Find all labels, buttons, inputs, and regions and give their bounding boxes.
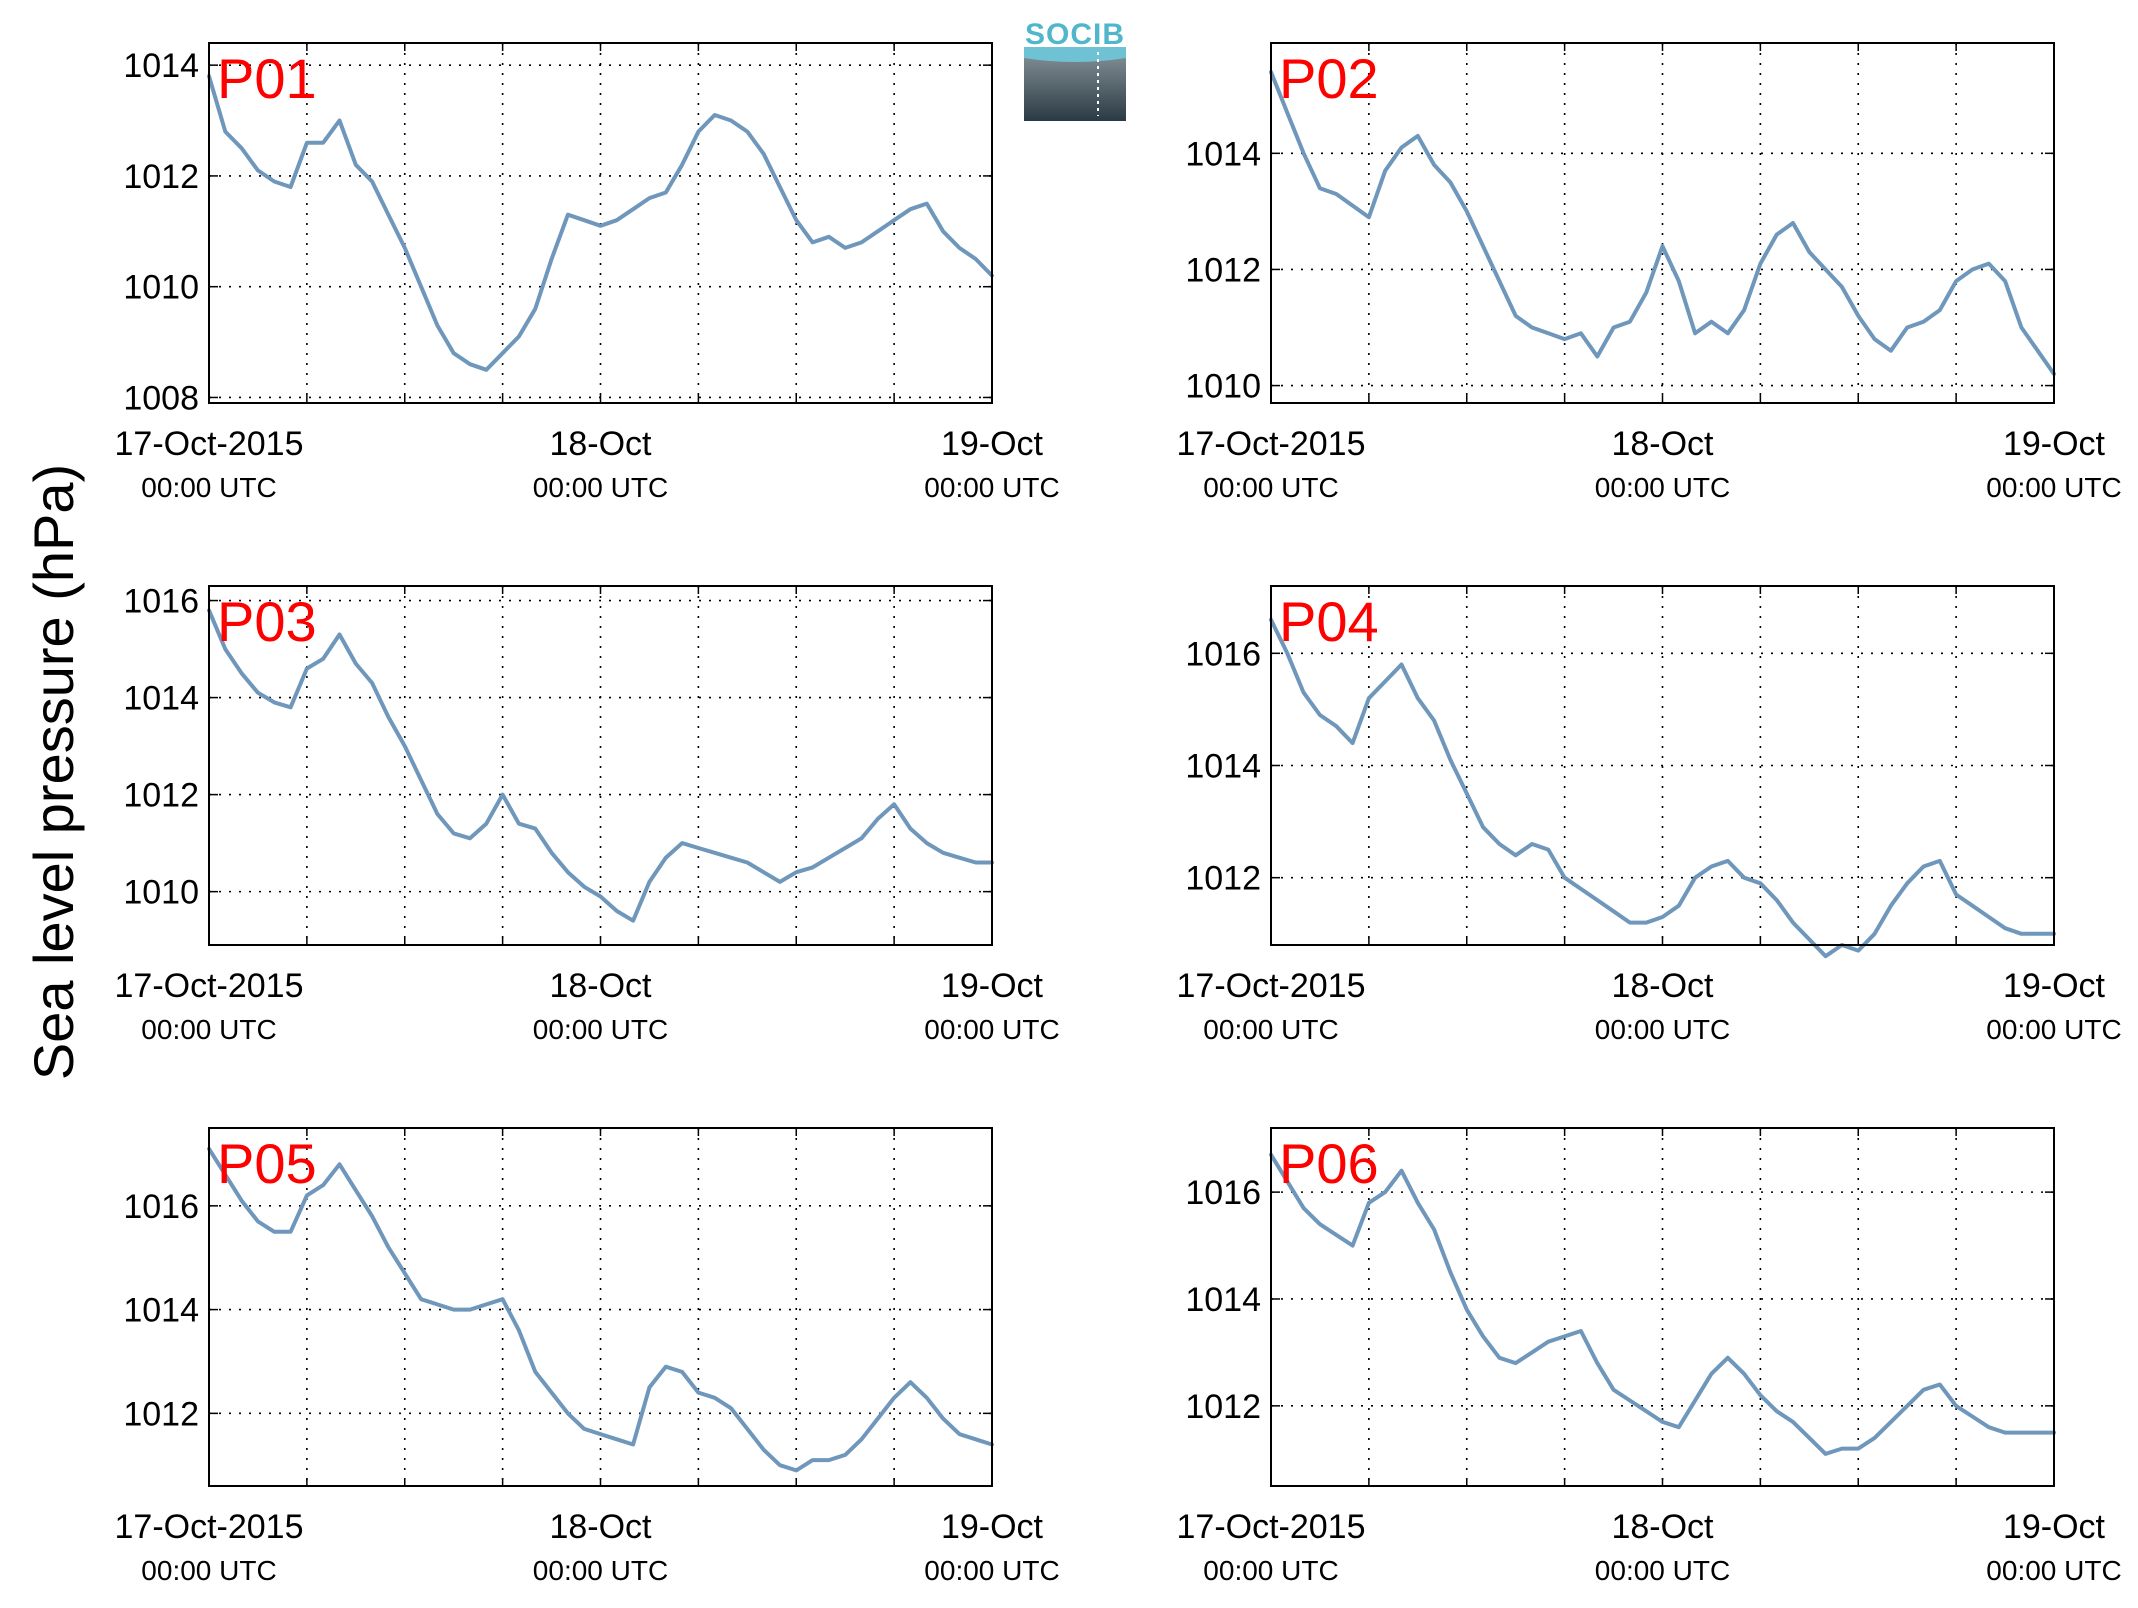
x-tick-sublabel: 00:00 UTC bbox=[1595, 1014, 1730, 1045]
panel-p06: 1012 1014 1016 P06 17-Oct-2015 00:00 UTC 18-Oc… bbox=[1177, 1127, 2122, 1586]
panel-label: P04 bbox=[1279, 590, 1379, 653]
x-tick-label: 18-Oct bbox=[549, 425, 652, 463]
series-line-p02 bbox=[1269, 70, 2056, 376]
y-tick-label: 1014 bbox=[1185, 135, 1261, 173]
x-tick-label: 19-Oct bbox=[2003, 1508, 2106, 1546]
panel-label: P05 bbox=[217, 1132, 317, 1195]
socib-logo: SOCIB bbox=[1024, 18, 1126, 121]
x-tick-label: 17-Oct-2015 bbox=[1177, 1508, 1366, 1546]
series-line-p05 bbox=[207, 1146, 994, 1473]
panel-label: P01 bbox=[217, 47, 317, 110]
x-tick-sublabel: 00:00 UTC bbox=[1595, 472, 1730, 503]
panel-p04: 1012 1014 1016 P04 17-Oct-2015 00:00 UTC 18-Oc… bbox=[1177, 585, 2122, 1045]
plot-frame bbox=[1270, 42, 2055, 404]
series-line-p01 bbox=[207, 74, 994, 372]
y-tick-label: 1012 bbox=[1185, 1388, 1261, 1426]
y-axis-label: Sea level pressure (hPa) bbox=[22, 464, 85, 1080]
y-tick-label: 1014 bbox=[1185, 748, 1261, 786]
logo-text: SOCIB bbox=[1025, 18, 1125, 51]
panel-p03: 1010 1012 1014 1016 P03 17-Oct-2015 00:00 UTC 1… bbox=[115, 583, 1060, 1045]
x-tick-label: 18-Oct bbox=[1611, 425, 1714, 463]
series-line-p03 bbox=[207, 608, 994, 923]
panel-p02: 1010 1012 1014 P02 17-Oct-2015 00:00 UTC 18-Oc… bbox=[1177, 42, 2122, 503]
x-tick-sublabel: 00:00 UTC bbox=[141, 1555, 276, 1586]
y-tick-label: 1016 bbox=[1185, 635, 1261, 673]
x-tick-label: 17-Oct-2015 bbox=[115, 967, 304, 1005]
x-tick-label: 17-Oct-2015 bbox=[115, 425, 304, 463]
x-tick-sublabel: 00:00 UTC bbox=[924, 472, 1059, 503]
series-line-p06 bbox=[1269, 1152, 2056, 1456]
y-tick-label: 1014 bbox=[123, 47, 199, 85]
y-tick-label: 1012 bbox=[123, 158, 199, 196]
x-tick-sublabel: 00:00 UTC bbox=[1986, 1555, 2121, 1586]
y-tick-label: 1016 bbox=[123, 583, 199, 621]
plot-frame bbox=[1270, 1127, 2055, 1487]
x-tick-label: 18-Oct bbox=[1611, 1508, 1714, 1546]
x-tick-sublabel: 00:00 UTC bbox=[1203, 472, 1338, 503]
x-tick-label: 18-Oct bbox=[549, 967, 652, 1005]
x-tick-sublabel: 00:00 UTC bbox=[924, 1555, 1059, 1586]
panel-label: P02 bbox=[1279, 47, 1379, 110]
x-tick-sublabel: 00:00 UTC bbox=[533, 1014, 668, 1045]
x-tick-sublabel: 00:00 UTC bbox=[1203, 1014, 1338, 1045]
y-tick-label: 1016 bbox=[123, 1188, 199, 1226]
series-line-p04 bbox=[1269, 617, 2056, 959]
panel-p01: 1008 1010 1012 1014 P01 17-Oct-2015 00:00 UTC 1… bbox=[115, 42, 1060, 503]
x-tick-sublabel: 00:00 UTC bbox=[1203, 1555, 1338, 1586]
y-tick-label: 1012 bbox=[123, 777, 199, 815]
x-tick-sublabel: 00:00 UTC bbox=[924, 1014, 1059, 1045]
x-tick-label: 17-Oct-2015 bbox=[1177, 425, 1366, 463]
x-tick-sublabel: 00:00 UTC bbox=[141, 472, 276, 503]
panel-p05: 1012 1014 1016 P05 17-Oct-2015 00:00 UTC 18-Oc… bbox=[115, 1127, 1060, 1586]
x-tick-sublabel: 00:00 UTC bbox=[1986, 472, 2121, 503]
y-tick-label: 1014 bbox=[123, 1292, 199, 1330]
y-tick-label: 1010 bbox=[123, 269, 199, 307]
panel-label: P03 bbox=[217, 590, 317, 653]
y-tick-label: 1012 bbox=[1185, 251, 1261, 289]
plot-frame bbox=[208, 1127, 993, 1487]
x-tick-label: 18-Oct bbox=[549, 1508, 652, 1546]
plot-frame bbox=[1270, 585, 2055, 946]
x-tick-label: 18-Oct bbox=[1611, 967, 1714, 1005]
plot-frame bbox=[208, 585, 993, 946]
x-tick-label: 17-Oct-2015 bbox=[1177, 967, 1366, 1005]
x-tick-label: 19-Oct bbox=[941, 1508, 1044, 1546]
x-tick-sublabel: 00:00 UTC bbox=[1595, 1555, 1730, 1586]
y-tick-label: 1012 bbox=[123, 1395, 199, 1433]
x-tick-sublabel: 00:00 UTC bbox=[533, 1555, 668, 1586]
x-tick-sublabel: 00:00 UTC bbox=[141, 1014, 276, 1045]
y-tick-label: 1010 bbox=[123, 874, 199, 912]
y-tick-label: 1016 bbox=[1185, 1174, 1261, 1212]
plot-frame bbox=[208, 42, 993, 404]
x-tick-sublabel: 00:00 UTC bbox=[533, 472, 668, 503]
x-tick-label: 19-Oct bbox=[2003, 967, 2106, 1005]
x-tick-label: 17-Oct-2015 bbox=[115, 1508, 304, 1546]
x-tick-label: 19-Oct bbox=[941, 425, 1044, 463]
x-tick-label: 19-Oct bbox=[2003, 425, 2106, 463]
y-tick-label: 1008 bbox=[123, 379, 199, 417]
x-tick-sublabel: 00:00 UTC bbox=[1986, 1014, 2121, 1045]
y-tick-label: 1012 bbox=[1185, 860, 1261, 898]
y-tick-label: 1014 bbox=[123, 680, 199, 718]
x-tick-label: 19-Oct bbox=[941, 967, 1044, 1005]
panel-label: P06 bbox=[1279, 1132, 1379, 1195]
y-tick-label: 1010 bbox=[1185, 368, 1261, 406]
y-tick-label: 1014 bbox=[1185, 1281, 1261, 1319]
